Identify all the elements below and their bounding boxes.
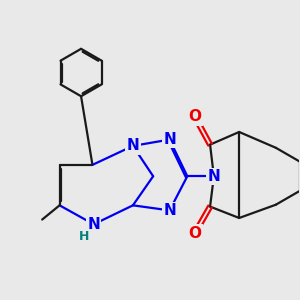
- Text: N: N: [127, 138, 139, 153]
- Text: N: N: [163, 203, 176, 218]
- Text: O: O: [188, 226, 201, 241]
- Text: N: N: [208, 169, 220, 184]
- Text: N: N: [163, 132, 176, 147]
- Text: H: H: [79, 230, 89, 244]
- Text: O: O: [188, 109, 201, 124]
- Text: N: N: [87, 217, 100, 232]
